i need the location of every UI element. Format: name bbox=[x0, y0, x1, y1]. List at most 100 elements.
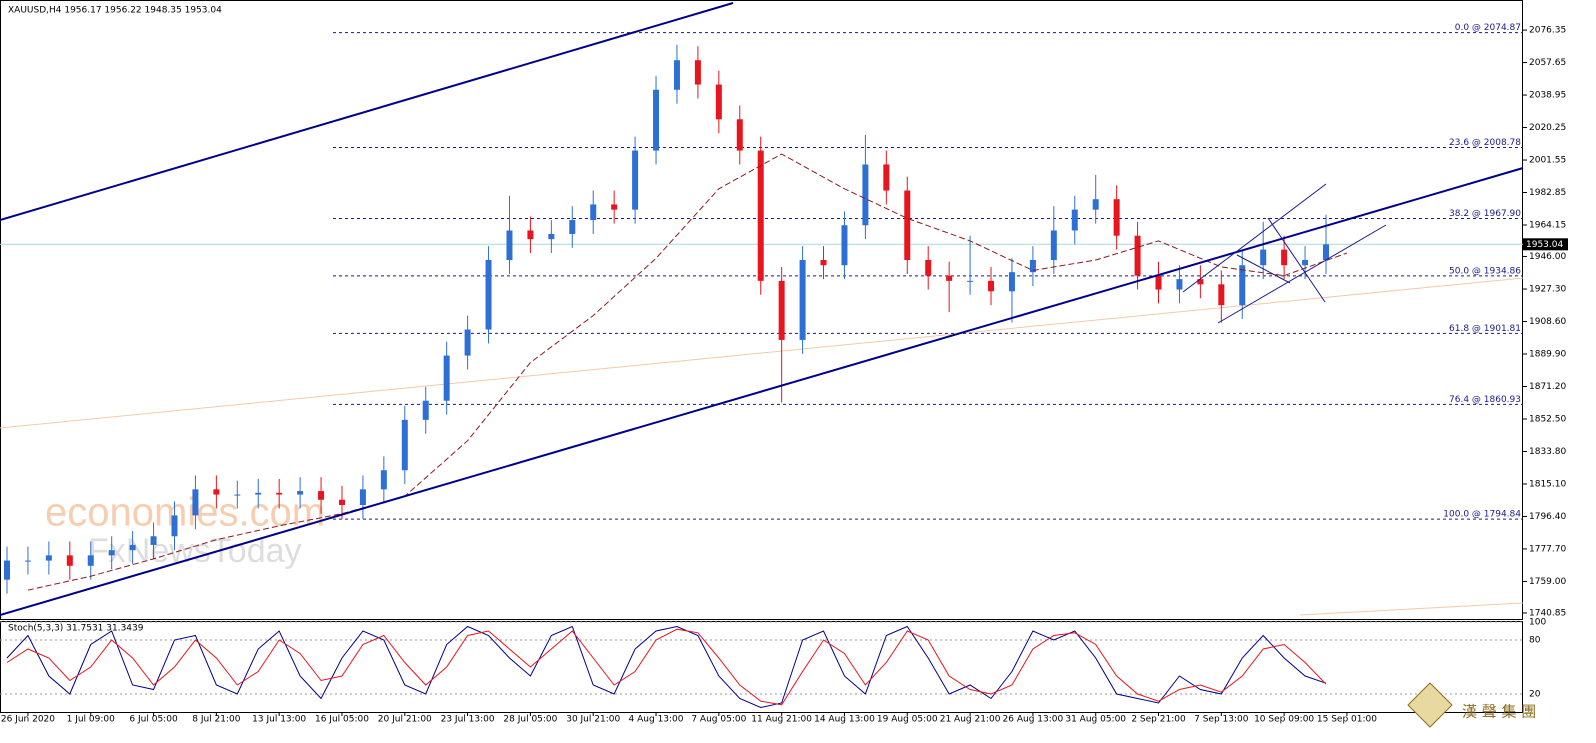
candle-body bbox=[967, 280, 974, 282]
y-tick-label: 1964.15 bbox=[1529, 221, 1566, 231]
trendline-faint bbox=[0, 277, 1524, 429]
candle-body bbox=[1218, 284, 1225, 306]
candle-body bbox=[611, 204, 618, 210]
y-tick-label: 1815.10 bbox=[1529, 479, 1566, 489]
last-price-box bbox=[1523, 238, 1568, 251]
plot: 2076.35 2057.65 2038.95 2020.25 2001.55 1982.… bbox=[0, 23, 1568, 725]
trendline bbox=[0, 167, 1524, 616]
fib-label: 61.8 @ 1901.81 bbox=[1449, 324, 1521, 334]
candle-body bbox=[1323, 244, 1329, 261]
candle-body bbox=[213, 489, 220, 495]
candle-body bbox=[841, 225, 848, 266]
stoch-tick-label: 100 bbox=[1529, 618, 1546, 628]
candle-body bbox=[87, 555, 94, 566]
y-tick-label: 2001.55 bbox=[1529, 156, 1566, 166]
fib-label: 23.6 @ 2008.78 bbox=[1449, 138, 1521, 148]
x-tick-label: 2 Sep 21:00 bbox=[1131, 715, 1186, 725]
x-tick-label: 14 Aug 13:00 bbox=[814, 715, 875, 725]
fib-label: 50.0 @ 1934.86 bbox=[1449, 266, 1521, 276]
x-tick-label: 21 Aug 21:00 bbox=[940, 715, 1001, 725]
candle-body bbox=[485, 260, 492, 330]
candle-body bbox=[820, 260, 827, 266]
watermark: economies.com bbox=[45, 491, 325, 535]
candle-body bbox=[380, 470, 387, 490]
fib-label: 0.0 @ 2074.87 bbox=[1455, 23, 1521, 33]
x-tick-label: 28 Jul 05:00 bbox=[503, 715, 557, 725]
candle-body bbox=[757, 150, 764, 281]
fib-label: 76.4 @ 1860.93 bbox=[1449, 395, 1521, 405]
flag-line bbox=[1182, 183, 1327, 293]
candle-body bbox=[862, 164, 869, 226]
candle-body bbox=[1134, 235, 1141, 276]
candle-body bbox=[590, 204, 597, 221]
candle-body bbox=[45, 555, 52, 561]
x-tick-label: 7 Aug 05:00 bbox=[691, 715, 746, 725]
x-tick-label: 4 Aug 13:00 bbox=[629, 715, 684, 725]
x-tick-label: 7 Sep 13:00 bbox=[1194, 715, 1249, 725]
x-tick-label: 8 Jul 21:00 bbox=[192, 715, 241, 725]
logo-text: 漢 聲 集 團 bbox=[1462, 703, 1536, 721]
x-tick-label: 23 Jul 13:00 bbox=[441, 715, 495, 725]
y-tick-label: 2020.25 bbox=[1529, 123, 1566, 133]
candle-body bbox=[569, 220, 576, 234]
x-tick-label: 31 Aug 05:00 bbox=[1065, 715, 1126, 725]
candle-body bbox=[4, 560, 10, 580]
x-tick-label: 16 Jul 05:00 bbox=[315, 715, 369, 725]
y-tick-label: 2057.65 bbox=[1529, 58, 1566, 68]
candle-body bbox=[1281, 249, 1288, 266]
candle-body bbox=[1239, 265, 1246, 306]
candle-body bbox=[548, 233, 555, 240]
candle-body bbox=[1197, 279, 1204, 285]
candle-body bbox=[234, 494, 241, 496]
y-tick-label: 2038.95 bbox=[1529, 91, 1566, 101]
candle-body bbox=[255, 492, 262, 495]
last-price-label: 1953.04 bbox=[1526, 240, 1563, 250]
candle-body bbox=[632, 150, 639, 210]
candle-body bbox=[338, 499, 345, 505]
candle-body bbox=[276, 492, 283, 495]
stoch-title: Stoch(5,3,3) 31.7531 31.3439 bbox=[8, 624, 144, 634]
fib-label: 100.0 @ 1794.84 bbox=[1443, 510, 1521, 520]
x-tick-label: 11 Aug 21:00 bbox=[751, 715, 812, 725]
y-tick-label: 1908.60 bbox=[1529, 317, 1566, 327]
x-tick-label: 1 Jul 09:00 bbox=[67, 715, 116, 725]
candle-body bbox=[946, 275, 953, 281]
candle-body bbox=[1176, 279, 1183, 290]
x-tick-label: 30 Jul 21:00 bbox=[566, 715, 620, 725]
y-tick-label: 1889.90 bbox=[1529, 350, 1566, 360]
candle-body bbox=[150, 536, 157, 545]
candle-body bbox=[171, 515, 178, 537]
candle-body bbox=[1113, 199, 1120, 236]
candle-body bbox=[506, 230, 513, 261]
stoch-tick-label: 80 bbox=[1529, 636, 1541, 646]
flag-line bbox=[1236, 254, 1291, 284]
trendline-faint bbox=[1299, 602, 1524, 616]
candle-body bbox=[318, 491, 325, 500]
flag-line bbox=[1217, 224, 1387, 324]
stoch-line bbox=[6, 628, 1327, 706]
y-tick-label: 1946.00 bbox=[1529, 252, 1566, 262]
stoch-tick-label: 20 bbox=[1529, 690, 1541, 700]
candle-body bbox=[401, 419, 408, 471]
y-tick-label: 1759.00 bbox=[1529, 577, 1566, 587]
candle-body bbox=[1050, 230, 1057, 261]
candle-body bbox=[422, 400, 429, 420]
candle-body bbox=[129, 544, 136, 551]
x-tick-label: 26 Aug 13:00 bbox=[1003, 715, 1064, 725]
x-tick-label: 6 Jul 05:00 bbox=[129, 715, 178, 725]
candle-body bbox=[1155, 275, 1162, 290]
candle-body bbox=[715, 84, 722, 120]
x-tick-label: 19 Aug 05:00 bbox=[877, 715, 938, 725]
flag-line bbox=[1267, 217, 1326, 303]
candle-body bbox=[443, 355, 450, 401]
candle-body bbox=[904, 190, 911, 261]
y-tick-label: 1871.20 bbox=[1529, 382, 1566, 392]
logo-icon bbox=[1407, 682, 1453, 728]
candle-body bbox=[359, 489, 366, 505]
candle-body bbox=[464, 329, 471, 356]
x-tick-label: 13 Jul 13:00 bbox=[252, 715, 306, 725]
y-tick-label: 1740.85 bbox=[1529, 608, 1566, 618]
candle-body bbox=[1302, 260, 1309, 266]
y-tick-label: 1777.70 bbox=[1529, 544, 1566, 554]
